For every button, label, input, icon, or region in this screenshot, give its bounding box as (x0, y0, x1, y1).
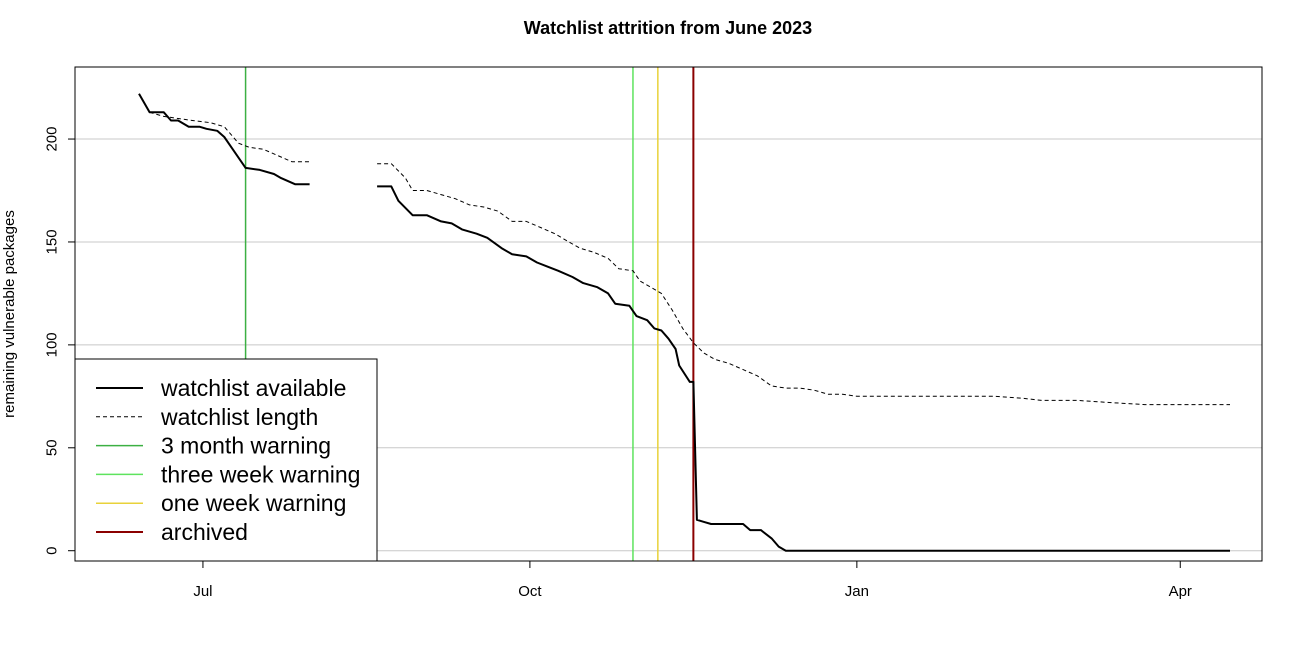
series-line-watchlist-available (138, 93, 310, 186)
plot-frame (74, 66, 1263, 562)
legend-label: one week warning (161, 490, 346, 516)
series-line-watchlist-available (377, 185, 1230, 552)
legend-label: archived (161, 519, 248, 545)
legend-box (74, 358, 378, 562)
x-tick-label: Apr (1169, 583, 1192, 600)
y-tick-label: 150 (43, 229, 60, 254)
y-tick-label: 50 (43, 439, 60, 456)
legend-label: three week warning (161, 461, 360, 487)
y-axis: 0 50 100 150 200 (43, 127, 75, 555)
legend: watchlist available watchlist length 3 mon… (74, 358, 378, 562)
x-axis: Jul Oct Jan Apr (193, 561, 1192, 600)
series-line-watchlist-length (149, 111, 310, 163)
y-tick-label: 0 (43, 547, 60, 555)
x-tick-label: Oct (518, 583, 542, 600)
series-lines (138, 93, 1230, 552)
y-axis-label: remaining vulnerable packages (1, 210, 18, 418)
chart-title: Watchlist attrition from June 2023 (524, 18, 812, 38)
legend-label: watchlist available (160, 375, 346, 401)
y-tick-label: 200 (43, 127, 60, 152)
x-tick-label: Jul (193, 583, 212, 600)
x-tick-label: Jan (845, 583, 869, 600)
legend-label: watchlist length (160, 404, 318, 430)
series-line-watchlist-length (377, 163, 1230, 406)
legend-label: 3 month warning (161, 433, 331, 459)
y-tick-label: 100 (43, 332, 60, 357)
